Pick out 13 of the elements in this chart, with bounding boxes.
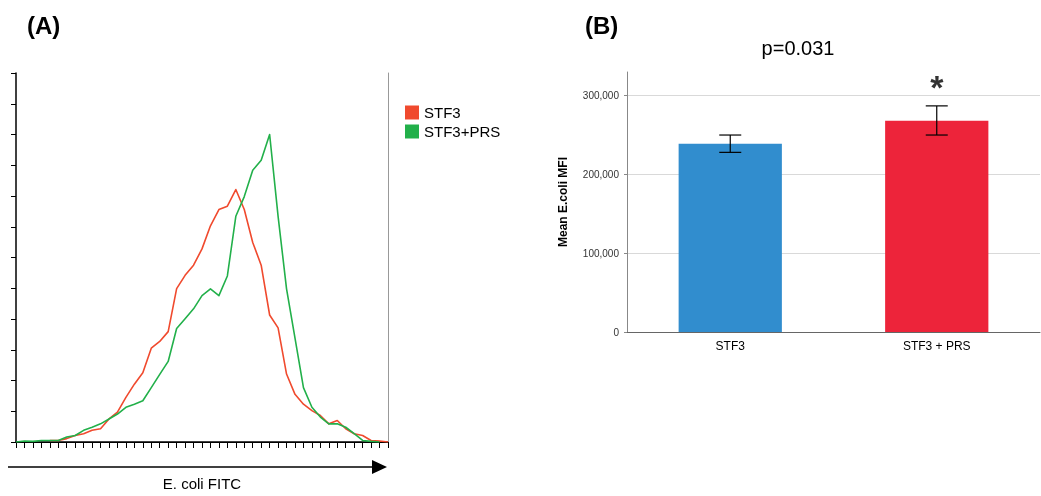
legend-label: STF3+PRS [424, 123, 501, 140]
y-axis-title: Mean E.coli MFI [556, 156, 570, 248]
y-tick-label: 100,000 [582, 247, 620, 259]
x-axis-title: E. coli FITC [162, 475, 242, 492]
x-tick-label: STF3 + PRS [902, 339, 971, 353]
y-tick-label: 0 [613, 326, 620, 338]
chart-title: (B) [585, 11, 619, 39]
chart-subtitle: p=0.031 [761, 37, 835, 59]
annotation: * [930, 67, 945, 106]
y-tick-label: 300,000 [582, 90, 620, 102]
legend-label: STF3 [424, 104, 461, 121]
y-tick-label: 200,000 [582, 168, 620, 180]
chart-title: (A) [27, 11, 61, 39]
